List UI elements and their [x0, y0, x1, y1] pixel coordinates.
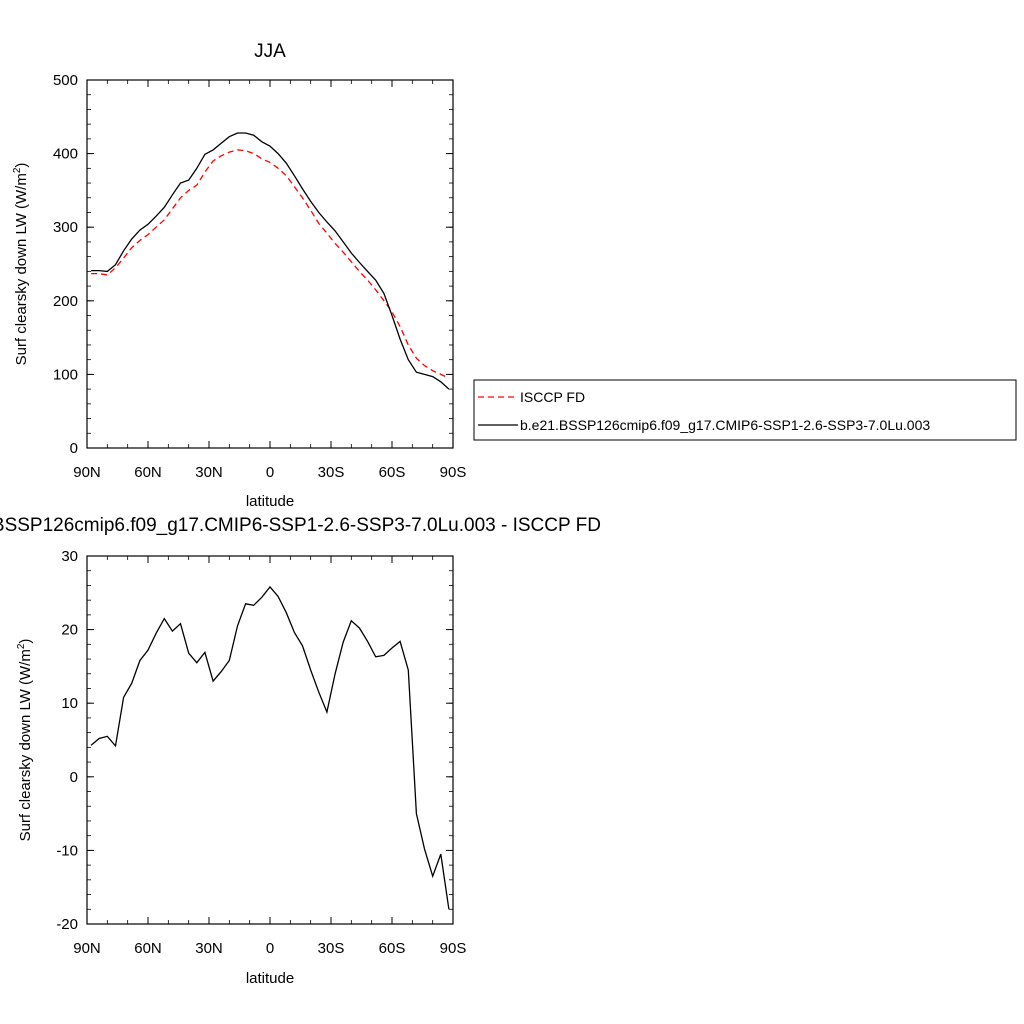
bottom-x-tick-label: 60N [134, 940, 162, 957]
top-y-label-main: Surf clearsky down LW (W/m [13, 173, 30, 365]
top-panel: JJA 0 100 200 300 400 500 90N 60N 30N 0 30S 60S 90S… [12, 41, 466, 510]
bottom-x-tick-label: 0 [266, 940, 274, 957]
bottom-title: b.e21.BSSP126cmip6.f09_g17.CMIP6-SSP1-2.… [0, 515, 601, 536]
top-y-label-sup: 2 [12, 167, 23, 173]
top-series [91, 132, 450, 390]
top-x-tick-label: 0 [266, 464, 274, 481]
top-y-ticks: 0 100 200 300 400 500 [53, 72, 453, 457]
top-y-tick-label: 200 [53, 293, 78, 310]
legend: ISCCP FD b.e21.BSSP126cmip6.f09_g17.CMIP… [473, 379, 1017, 441]
bottom-y-tick-label: -20 [56, 916, 78, 933]
bottom-y-label-sup: 2 [16, 643, 27, 649]
legend-label-model: b.e21.BSSP126cmip6.f09_g17.CMIP6-SSP1-2.… [520, 417, 930, 433]
bottom-x-tick-label: 60S [379, 940, 406, 957]
bottom-y-tick-label: 0 [70, 769, 78, 786]
bottom-x-tick-label: 90N [73, 940, 101, 957]
bottom-series [90, 585, 450, 910]
top-title: JJA [254, 41, 286, 62]
top-series-line-1 [91, 149, 450, 379]
top-x-tick-label: 90N [73, 464, 101, 481]
bottom-x-tick-label: 90S [440, 940, 467, 957]
top-y-tick-label: 100 [53, 366, 78, 383]
top-y-tick-label: 500 [53, 72, 78, 89]
legend-box [473, 379, 1017, 441]
bottom-series-line-1 [90, 585, 450, 910]
top-y-tick-label: 400 [53, 146, 78, 163]
top-x-ticks: 90N 60N 30N 0 30S 60S 90S [73, 80, 466, 481]
bottom-y-tick-label: -10 [56, 842, 78, 859]
bottom-y-axis-label: Surf clearsky down LW (W/m2) [16, 639, 34, 842]
top-x-axis-label: latitude [246, 493, 294, 510]
top-y-label-end: ) [13, 163, 30, 168]
top-y-tick-label: 300 [53, 219, 78, 236]
bottom-y-label-end: ) [17, 639, 34, 644]
top-x-tick-label: 60N [134, 464, 162, 481]
bottom-y-ticks: -20 -10 0 10 20 30 [56, 548, 453, 933]
top-y-tick-label: 0 [70, 440, 78, 457]
bottom-y-tick-label: 30 [61, 548, 78, 565]
bottom-panel: b.e21.BSSP126cmip6.f09_g17.CMIP6-SSP1-2.… [0, 515, 601, 987]
top-x-tick-label: 60S [379, 464, 406, 481]
bottom-x-ticks: 90N 60N 30N 0 30S 60S 90S [73, 556, 466, 957]
top-plot-frame [86, 79, 454, 449]
bottom-x-tick-label: 30N [195, 940, 223, 957]
bottom-plot-frame [86, 555, 454, 925]
top-y-axis-label: Surf clearsky down LW (W/m2) [12, 163, 30, 366]
bottom-y-tick-label: 10 [61, 695, 78, 712]
top-series-line-2 [91, 132, 450, 390]
bottom-x-axis-label: latitude [246, 970, 294, 987]
bottom-x-tick-label: 30S [318, 940, 345, 957]
top-x-tick-label: 30N [195, 464, 223, 481]
bottom-y-tick-label: 20 [61, 622, 78, 639]
bottom-y-label-main: Surf clearsky down LW (W/m [17, 649, 34, 841]
top-x-tick-label: 30S [318, 464, 345, 481]
legend-label-isccp: ISCCP FD [520, 389, 585, 405]
top-x-tick-label: 90S [440, 464, 467, 481]
